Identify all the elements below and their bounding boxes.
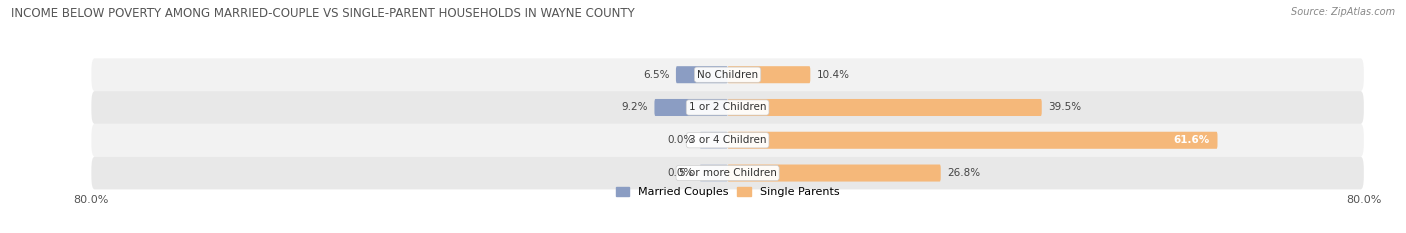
FancyBboxPatch shape — [91, 58, 1364, 91]
Text: 0.0%: 0.0% — [668, 168, 693, 178]
Text: 1 or 2 Children: 1 or 2 Children — [689, 103, 766, 113]
FancyBboxPatch shape — [728, 99, 1042, 116]
FancyBboxPatch shape — [91, 124, 1364, 157]
Text: 26.8%: 26.8% — [948, 168, 980, 178]
Text: No Children: No Children — [697, 70, 758, 80]
Legend: Married Couples, Single Parents: Married Couples, Single Parents — [616, 187, 839, 197]
FancyBboxPatch shape — [728, 66, 810, 83]
FancyBboxPatch shape — [700, 132, 728, 149]
FancyBboxPatch shape — [91, 91, 1364, 124]
Text: 39.5%: 39.5% — [1047, 103, 1081, 113]
Text: 6.5%: 6.5% — [643, 70, 669, 80]
Text: 9.2%: 9.2% — [621, 103, 648, 113]
FancyBboxPatch shape — [700, 164, 728, 182]
FancyBboxPatch shape — [728, 132, 1218, 149]
Text: Source: ZipAtlas.com: Source: ZipAtlas.com — [1291, 7, 1395, 17]
FancyBboxPatch shape — [728, 164, 941, 182]
FancyBboxPatch shape — [654, 99, 728, 116]
Text: 5 or more Children: 5 or more Children — [679, 168, 776, 178]
FancyBboxPatch shape — [676, 66, 728, 83]
FancyBboxPatch shape — [91, 157, 1364, 189]
Text: 3 or 4 Children: 3 or 4 Children — [689, 135, 766, 145]
Text: 0.0%: 0.0% — [668, 135, 693, 145]
Text: INCOME BELOW POVERTY AMONG MARRIED-COUPLE VS SINGLE-PARENT HOUSEHOLDS IN WAYNE C: INCOME BELOW POVERTY AMONG MARRIED-COUPL… — [11, 7, 636, 20]
Text: 10.4%: 10.4% — [817, 70, 849, 80]
Text: 61.6%: 61.6% — [1173, 135, 1209, 145]
